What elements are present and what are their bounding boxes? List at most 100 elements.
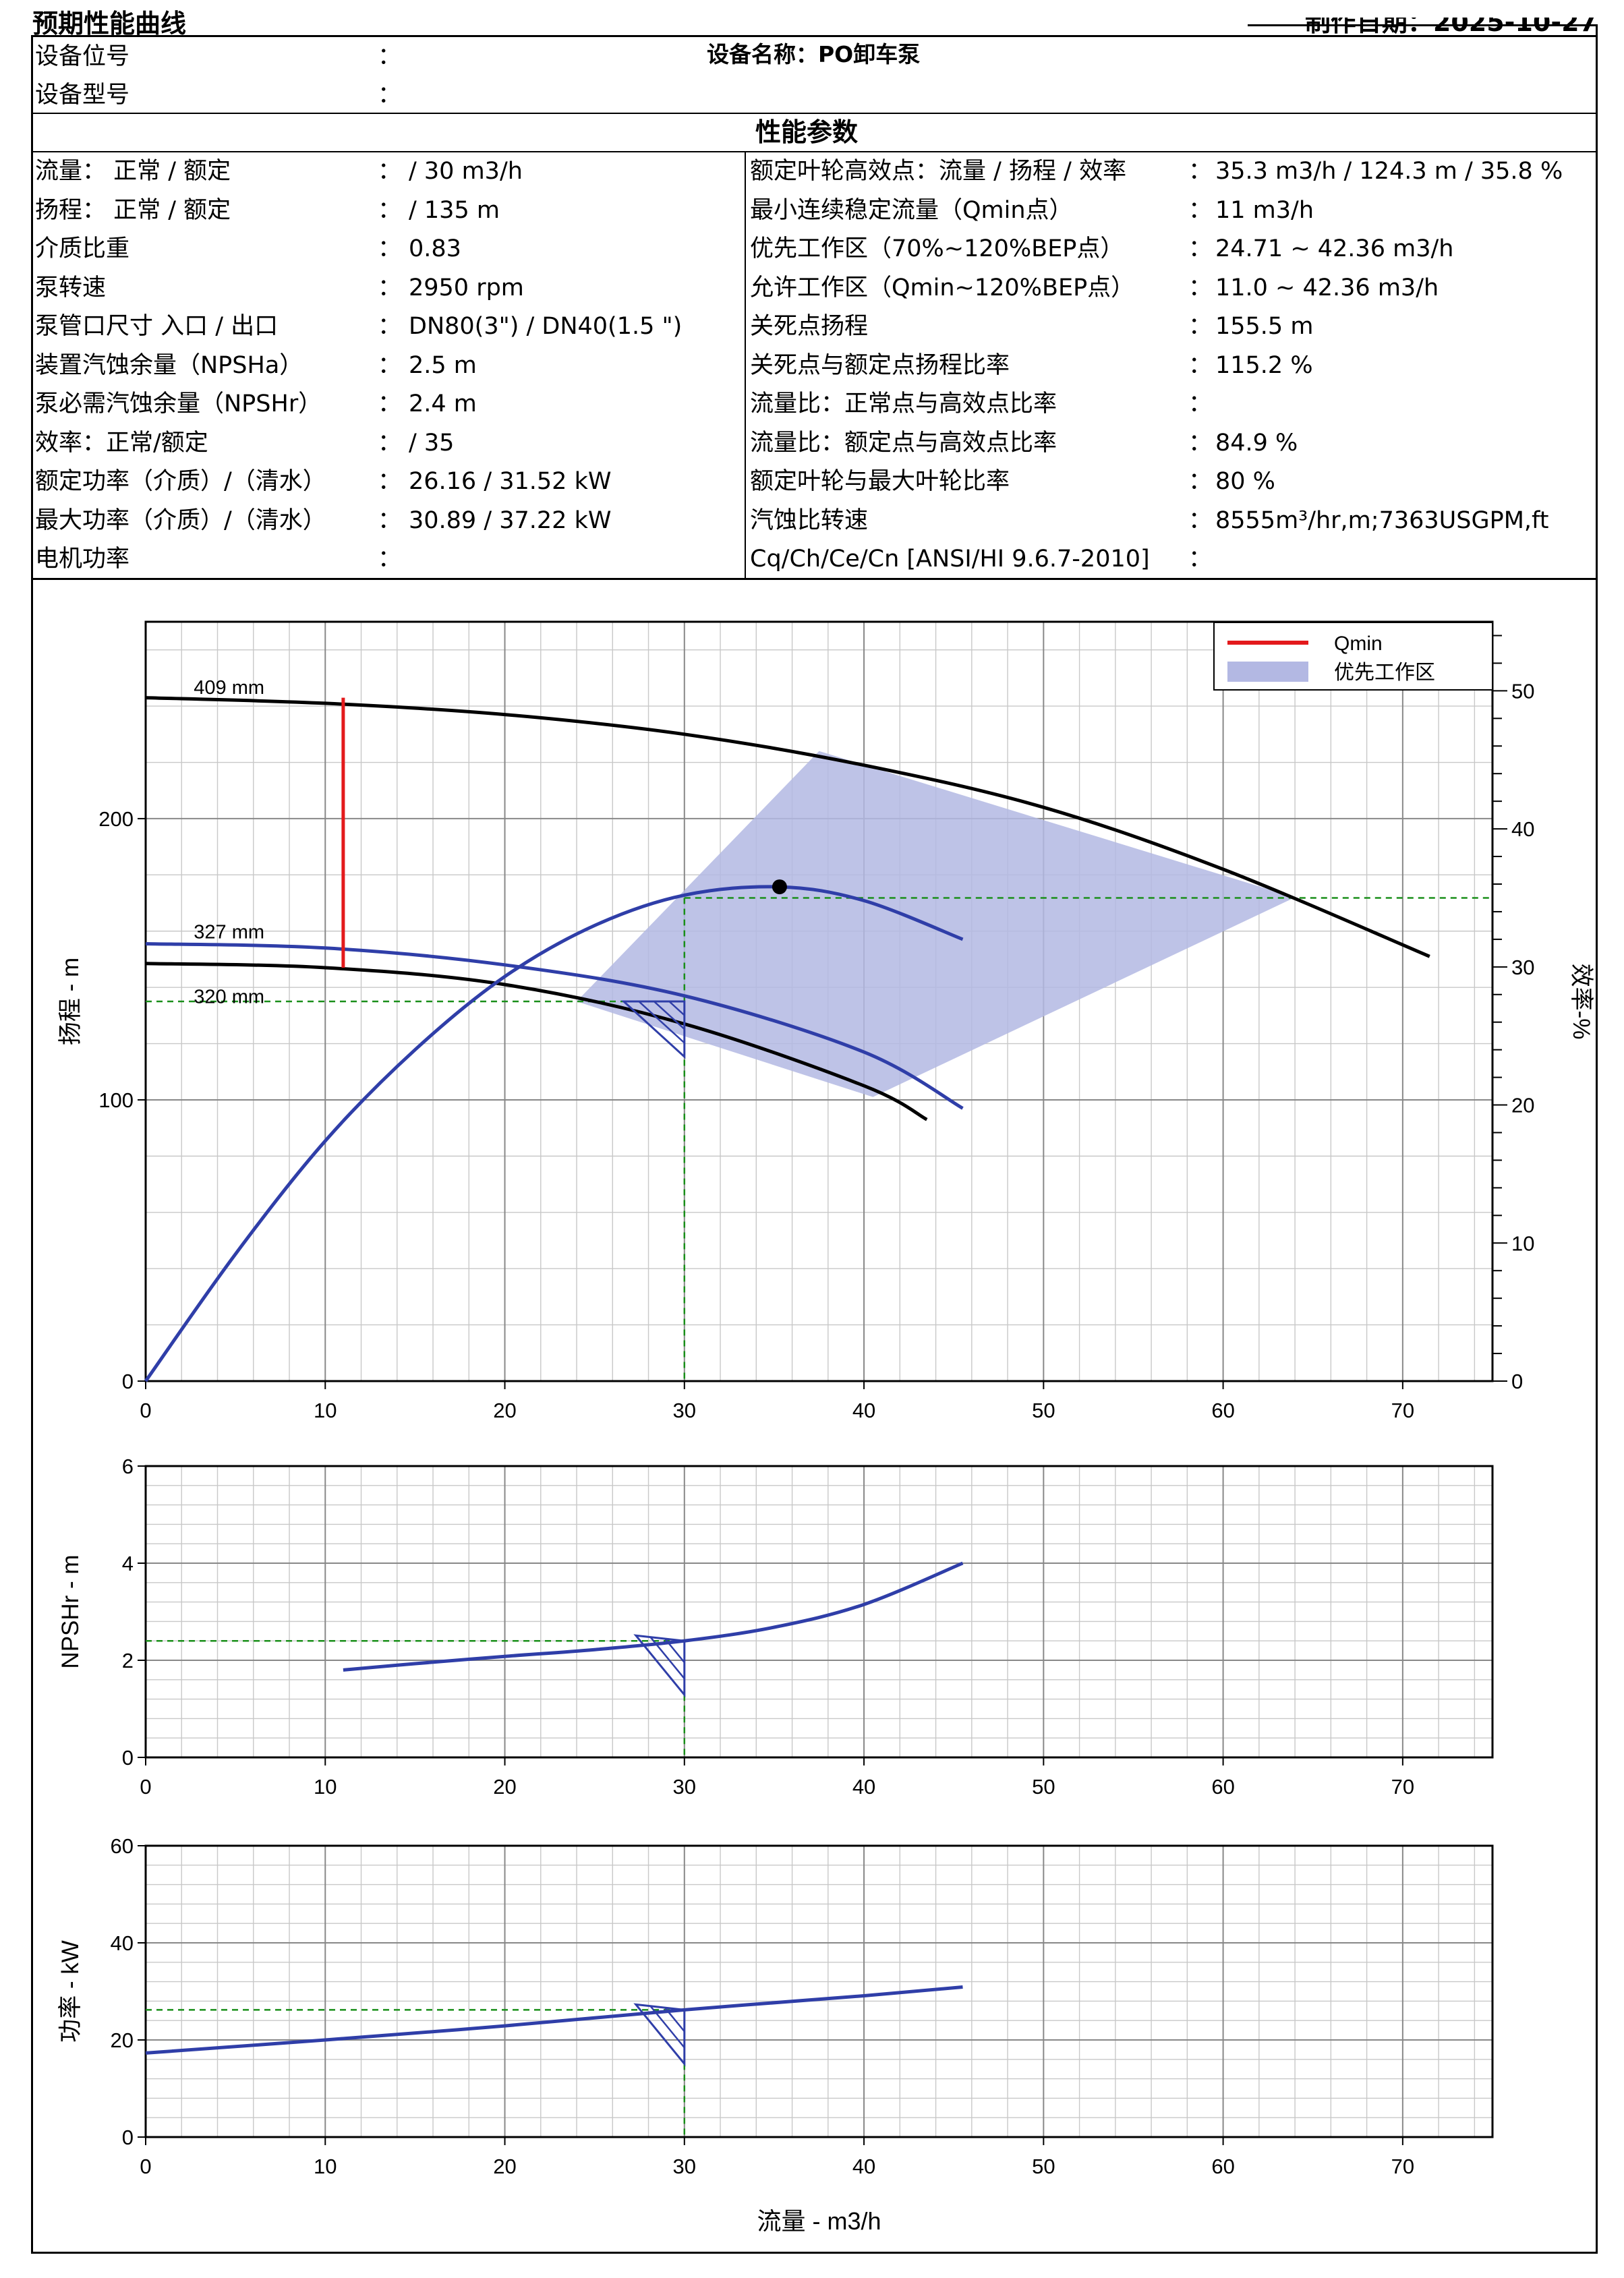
right-param-label: 关死点扬程	[750, 313, 869, 340]
y-tick-label: 0	[122, 1370, 134, 1393]
left-param-label: 额定功率（介质）/（清水）	[35, 468, 326, 495]
left-param-colon: ：	[378, 196, 402, 224]
frame-left-border	[31, 35, 33, 2254]
left-param-label: 泵管口尺寸 入口 / 出口	[35, 313, 279, 340]
rated-hatch-stroke	[668, 1001, 685, 1016]
y-axis-label: 扬程 - m	[57, 958, 84, 1045]
x-tick-label: 70	[1391, 2155, 1414, 2178]
y2-axis-label: 效率-%	[1568, 964, 1594, 1040]
x-tick-label: 10	[314, 1399, 337, 1422]
curve-head-327mm	[145, 942, 964, 1110]
device-name: 设备名称：PO卸车泵	[707, 41, 921, 67]
right-param-value: 11.0 ~ 42.36 m3/h	[1215, 274, 1439, 301]
y-axis-label: NPSHr - m	[57, 1554, 84, 1668]
left-param-colon: ：	[378, 351, 402, 379]
left-param-label: 扬程： 正常 / 额定	[35, 196, 231, 224]
right-param-label: 汽蚀比转速	[750, 506, 869, 534]
x-tick-label: 50	[1032, 2155, 1055, 2178]
table-top-border	[31, 35, 1598, 37]
perf-header-bottom-line	[31, 151, 1598, 152]
right-param-colon: ：	[1188, 196, 1213, 224]
y2-tick-label: 20	[1511, 1094, 1534, 1117]
x-tick-label: 10	[314, 1775, 337, 1799]
left-param-value: / 135 m	[409, 196, 500, 224]
right-param-colon: ：	[1188, 429, 1213, 457]
left-param-label: 效率：正常/额定	[35, 429, 208, 457]
right-param-label: 流量比：正常点与高效点比率	[750, 390, 1057, 417]
model-label: 设备型号	[35, 82, 130, 109]
right-param-value: 115.2 %	[1215, 351, 1313, 379]
x-tick-label: 0	[140, 1775, 151, 1799]
right-param-colon: ：	[1188, 468, 1213, 495]
curve-head-409mm	[145, 696, 1430, 958]
right-param-colon: ：	[1188, 313, 1213, 340]
rated-point-hatch	[633, 2003, 686, 2067]
y-tick-label: 2	[122, 1649, 134, 1672]
left-param-colon: ：	[378, 235, 402, 262]
x-tick-label: 50	[1032, 1775, 1055, 1799]
curve-head-320mm	[145, 962, 928, 1121]
left-param-value: / 30 m3/h	[409, 158, 523, 185]
right-param-label: 额定叶轮高效点：流量 / 扬程 / 效率	[750, 158, 1127, 185]
x-axis-label: 流量 - m3/h	[757, 2207, 881, 2235]
curve-efficiency	[144, 885, 964, 1382]
right-param-label: 优先工作区（70%~120%BEP点）	[750, 235, 1124, 262]
y-tick-label: 60	[111, 1834, 134, 1858]
position-label: 设备位号	[35, 43, 130, 70]
right-param-value: 35.3 m3/h / 124.3 m / 35.8 %	[1215, 158, 1563, 185]
right-param-colon: ：	[1188, 158, 1213, 185]
position-colon: ：	[378, 43, 402, 70]
y2-tick-label: 50	[1511, 679, 1534, 703]
y2-tick-label: 10	[1511, 1231, 1534, 1255]
curve-power	[145, 1985, 963, 2055]
right-param-value: 155.5 m	[1215, 313, 1314, 340]
rated-hatch-stroke	[649, 2005, 685, 2049]
left-param-label: 泵转速	[35, 274, 107, 301]
y-tick-label: 40	[111, 1931, 134, 1955]
right-param-value: 8555m³/hr,m;7363USGPM,ft	[1215, 506, 1549, 534]
right-param-colon: ：	[1188, 546, 1213, 573]
legend-region-label: 优先工作区	[1334, 662, 1435, 684]
right-param-label: 关死点与额定点扬程比率	[750, 351, 1010, 379]
document-title: 预期性能曲线	[32, 9, 187, 38]
left-param-value: 0.83	[409, 235, 461, 262]
left-param-value: 30.89 / 37.22 kW	[409, 506, 612, 534]
right-param-colon: ：	[1188, 390, 1213, 417]
x-tick-label: 30	[673, 2155, 696, 2178]
impeller-label: 320 mm	[194, 987, 264, 1008]
preferred-operating-region	[577, 751, 1296, 1097]
right-param-value: 84.9 %	[1215, 429, 1298, 457]
y-tick-label: 20	[111, 2028, 134, 2052]
y-tick-label: 0	[122, 2126, 134, 2149]
legend-region-swatch	[1227, 662, 1308, 682]
rated-hatch-stroke	[638, 1001, 685, 1044]
left-param-label: 泵必需汽蚀余量（NPSHr）	[35, 390, 322, 417]
x-tick-label: 60	[1211, 2155, 1234, 2178]
left-param-value: 2.5 m	[409, 351, 477, 379]
curve-npshr	[343, 1561, 964, 1672]
right-param-label: 最小连续稳定流量（Qmin点）	[750, 196, 1073, 224]
right-param-label: 额定叶轮与最大叶轮比率	[750, 468, 1010, 495]
rated-hatch-stroke	[664, 1638, 685, 1663]
y-tick-label: 200	[98, 807, 134, 831]
left-param-colon: ：	[378, 313, 402, 340]
left-param-value: 2.4 m	[409, 390, 477, 417]
x-tick-label: 70	[1391, 1399, 1414, 1422]
left-param-value: 2950 rpm	[409, 274, 524, 301]
right-param-label: 允许工作区（Qmin~120%BEP点）	[750, 274, 1135, 301]
right-param-colon: ：	[1188, 235, 1213, 262]
table-middle-divider	[745, 151, 746, 579]
y-tick-label: 4	[122, 1552, 134, 1575]
left-param-colon: ：	[378, 506, 402, 534]
left-param-value: DN80(3") / DN40(1.5 ")	[409, 313, 683, 340]
left-param-colon: ：	[378, 546, 402, 573]
x-tick-label: 30	[673, 1775, 696, 1799]
rated-hatch-stroke	[653, 1001, 685, 1030]
y-axis-label: 功率 - kW	[57, 1940, 84, 2043]
right-param-value: 24.71 ~ 42.36 m3/h	[1215, 235, 1454, 262]
right-param-value: 80 %	[1215, 468, 1275, 495]
plot-frame	[144, 1465, 1494, 1759]
left-param-colon: ：	[378, 158, 402, 185]
frame-right-border	[1596, 24, 1598, 2254]
